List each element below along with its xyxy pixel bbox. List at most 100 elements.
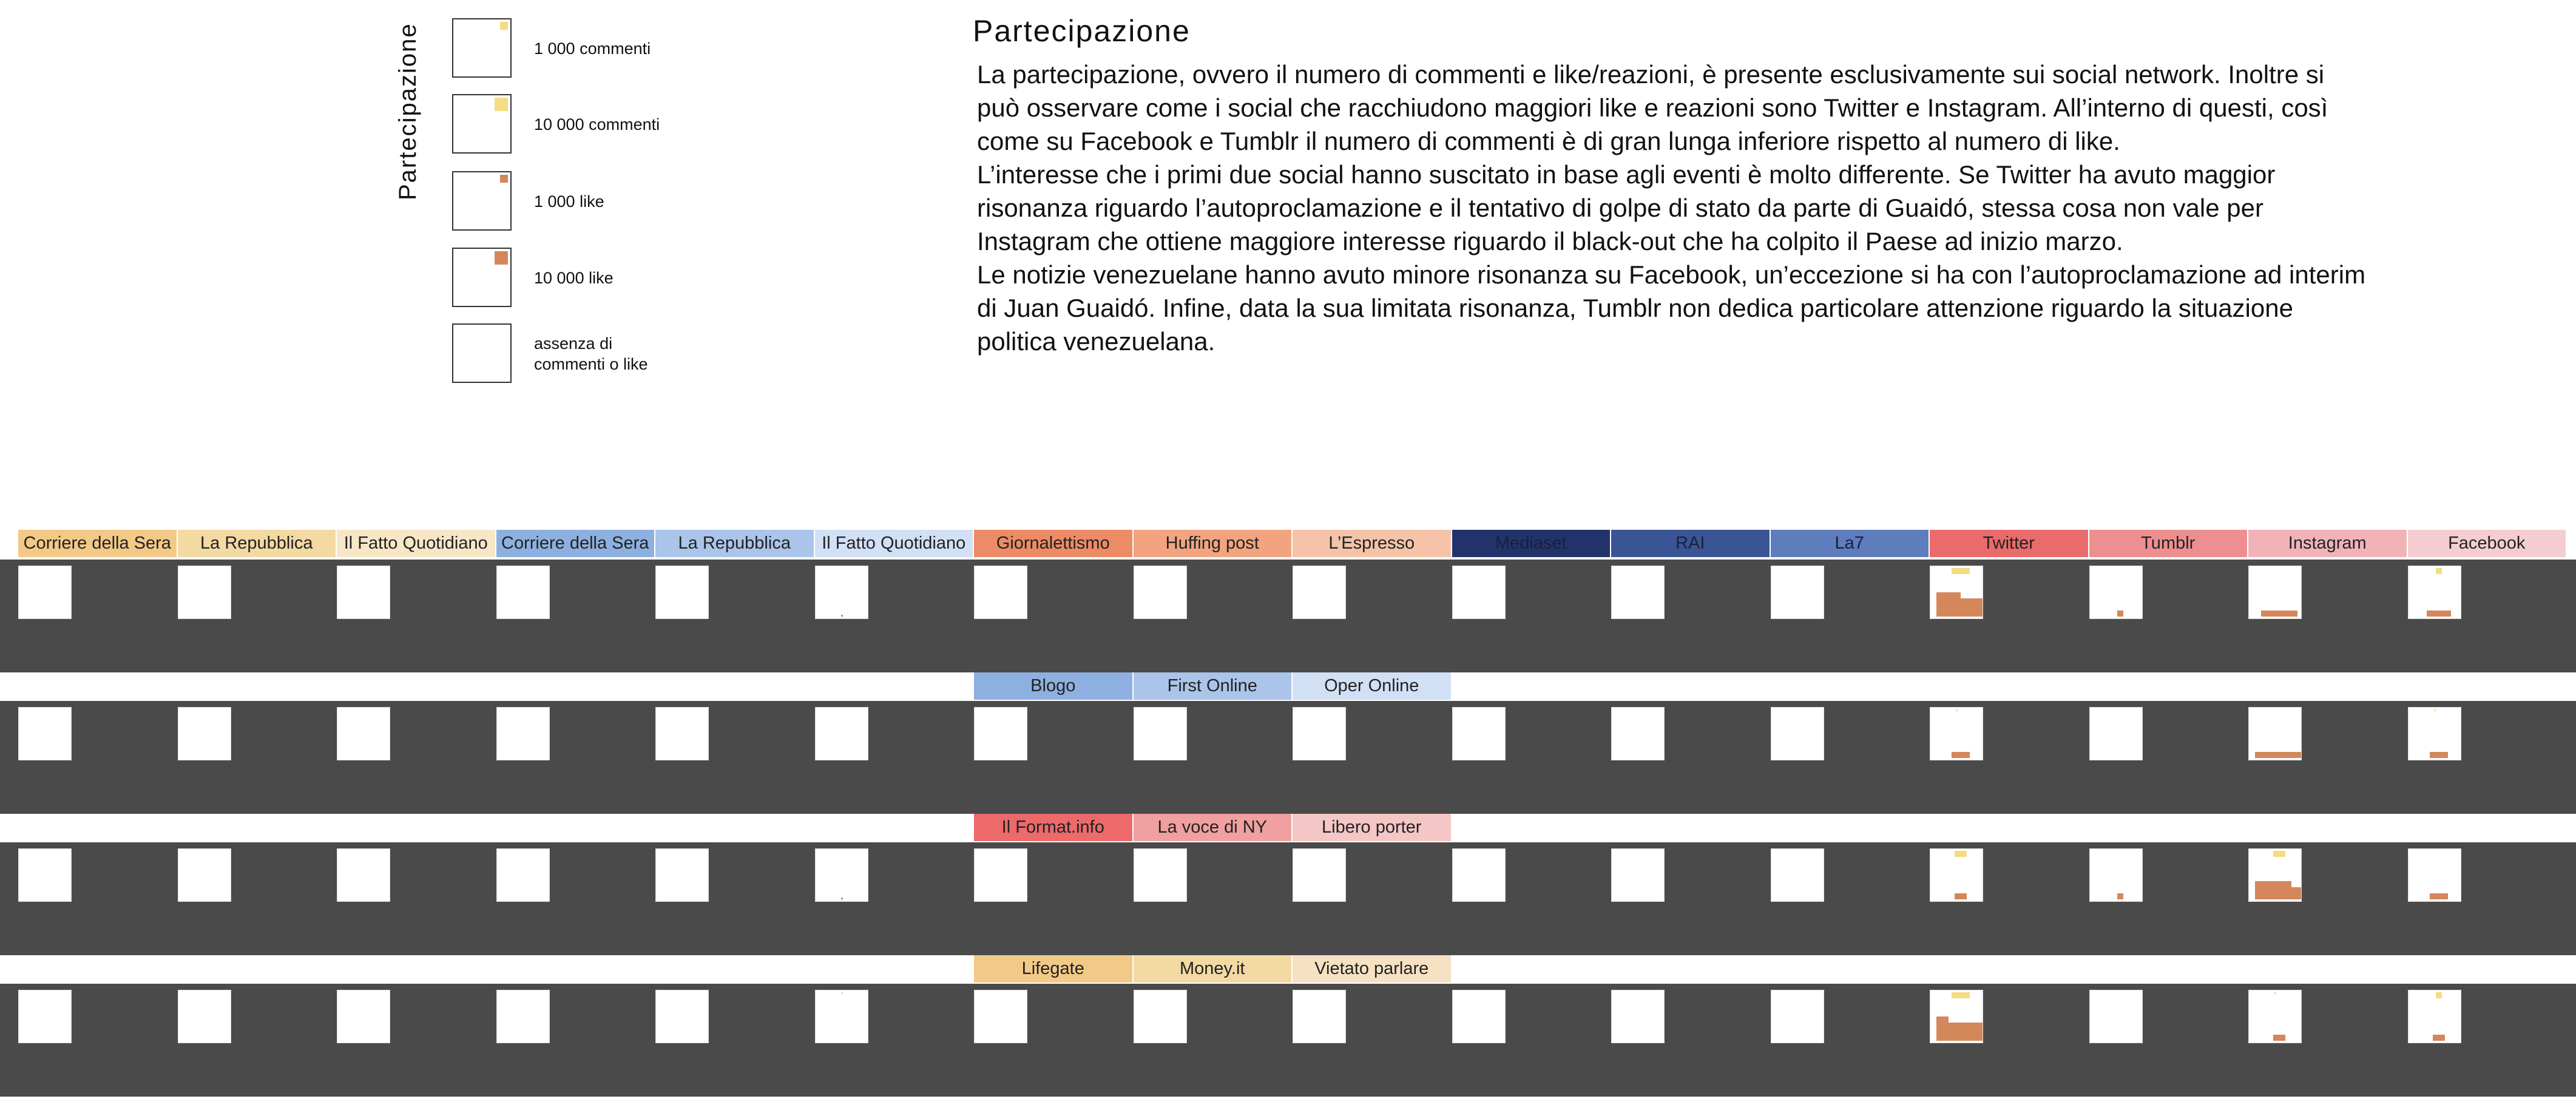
like-square [1964, 752, 1970, 758]
like-square [1949, 604, 1955, 611]
comment-square [1956, 709, 1958, 711]
like-square [2297, 752, 2301, 758]
like-square [2444, 611, 2451, 617]
source-label: Giornalettismo [974, 530, 1134, 557]
like-square [1973, 611, 1979, 617]
comment-square [1952, 992, 1958, 998]
source-label: Corriere della Sera [496, 530, 655, 557]
source-label: Tumblr [2089, 530, 2248, 557]
like-square [1973, 1023, 1979, 1029]
like-square [2267, 752, 2273, 758]
like-square [1979, 598, 1983, 604]
source-label: Huffing post [1133, 530, 1293, 557]
like-square [495, 251, 508, 265]
like-square [1955, 1029, 1961, 1035]
like-square [2429, 893, 2436, 899]
like-square [1961, 598, 1967, 604]
like-square [1973, 1029, 1979, 1035]
participation-cell [1930, 848, 1983, 902]
like-square [2285, 752, 2291, 758]
like-square [2279, 893, 2285, 899]
like-square [2285, 893, 2291, 899]
legend-swatch [452, 18, 512, 78]
participation-cell [177, 990, 231, 1043]
source-label: RAI [1611, 530, 1771, 557]
like-square [1979, 1029, 1983, 1035]
like-square [2279, 1035, 2285, 1041]
comment-square [2274, 992, 2276, 994]
like-square [1967, 611, 1973, 617]
participation-cell [1770, 707, 1824, 760]
participation-cell [1293, 566, 1346, 619]
participation-cell [655, 990, 709, 1043]
source-label: Oper Online [1293, 672, 1452, 700]
like-square [2297, 887, 2301, 893]
like-square [1955, 592, 1961, 598]
participation-cell [814, 566, 868, 619]
participation-cell [1611, 990, 1665, 1043]
participation-cell [18, 848, 72, 902]
participation-cell [655, 566, 709, 619]
like-square [1961, 611, 1967, 617]
like-square [1979, 611, 1983, 617]
like-square [1936, 1017, 1942, 1023]
article-text: La partecipazione, ovvero il numero di c… [977, 58, 2367, 358]
like-square [2438, 611, 2445, 617]
participation-cell [18, 707, 72, 760]
like-square [2267, 893, 2273, 899]
legend-label: 1 000 like [534, 192, 604, 211]
participation-cell [2248, 848, 2302, 902]
participation-cell [1133, 566, 1187, 619]
like-square [2261, 893, 2267, 899]
source-label: Blogo [974, 672, 1134, 700]
source-label: La Repubblica [655, 530, 815, 557]
legend-swatch [452, 248, 512, 307]
legend-label: 10 000 like [534, 269, 614, 287]
participation-cell [1611, 566, 1665, 619]
like-square [1955, 604, 1961, 611]
comment-square [1958, 992, 1964, 998]
comment-square [1958, 568, 1964, 574]
article-paragraph-2: L’interesse che i primi due social hanno… [977, 160, 2276, 255]
like-square [1955, 1023, 1961, 1029]
participation-cell [655, 848, 709, 902]
like-square [2261, 611, 2267, 617]
participation-cell [1452, 707, 1506, 760]
participation-cell [2407, 566, 2461, 619]
like-square [1955, 1035, 1961, 1041]
like-square [2255, 887, 2261, 893]
like-square [2255, 893, 2261, 899]
like-square [1979, 1035, 1983, 1041]
source-label: Lifegate [974, 955, 1134, 983]
like-square [1942, 598, 1949, 604]
participation-cell [337, 848, 390, 902]
participation-cell [177, 566, 231, 619]
like-square [1961, 893, 1967, 899]
like-square [2291, 752, 2297, 758]
comment-square [1964, 992, 1970, 998]
comment-square [840, 992, 843, 994]
like-square [2267, 887, 2273, 893]
like-square [1949, 611, 1955, 617]
comment-square [1961, 851, 1967, 857]
participation-cell [1293, 848, 1346, 902]
source-label: Vietato parlare [1293, 955, 1452, 983]
source-label: Twitter [1930, 530, 2089, 557]
like-square [1936, 598, 1942, 604]
like-square [2438, 1035, 2445, 1041]
like-square [2432, 611, 2439, 617]
participation-cell [2407, 707, 2461, 760]
like-square [2117, 611, 2123, 617]
participation-cell [2089, 848, 2143, 902]
participation-cell [2407, 990, 2461, 1043]
participation-cell [2089, 566, 2143, 619]
like-square [2291, 611, 2297, 617]
like-square [1955, 611, 1961, 617]
participation-cell [974, 848, 1027, 902]
participation-cell [1133, 848, 1187, 902]
participation-cell [496, 990, 550, 1043]
like-square [1949, 1035, 1955, 1041]
like-square [2279, 611, 2285, 617]
participation-cell [974, 990, 1027, 1043]
participation-cell [496, 566, 550, 619]
